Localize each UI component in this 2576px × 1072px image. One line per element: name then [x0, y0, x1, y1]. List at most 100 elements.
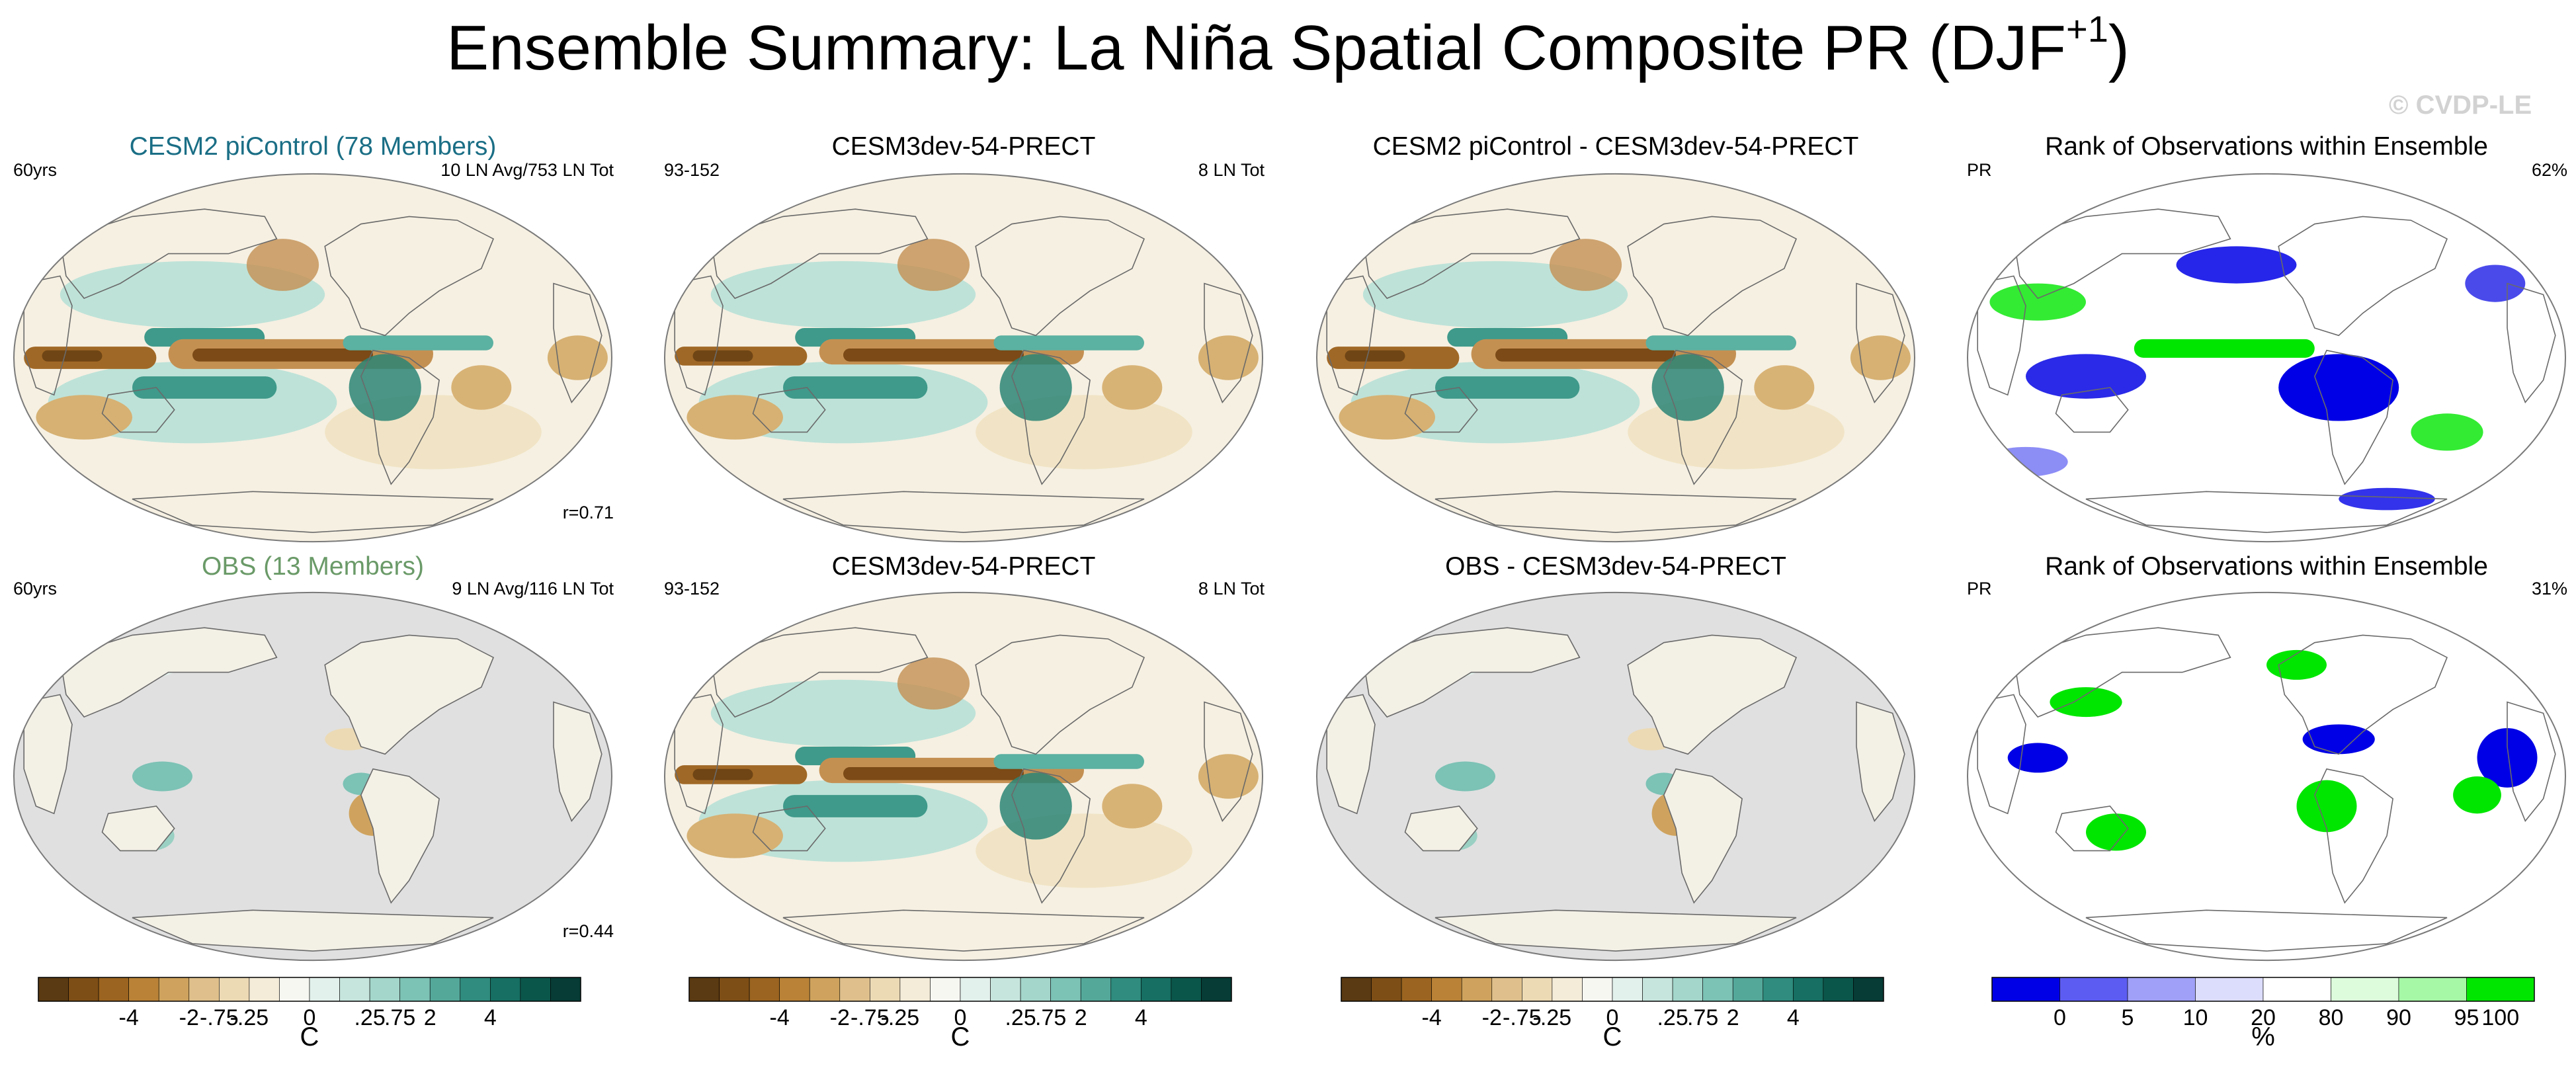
dry-core-west [692, 768, 753, 780]
coastline [1204, 282, 1253, 403]
colorbar-swatch [279, 977, 310, 1002]
colorbar-tick-label: 90 [2386, 1005, 2411, 1030]
pattern-correlation-label: r=0.71 [562, 503, 614, 522]
coastline [1434, 491, 1797, 533]
colorbar-swatch [68, 977, 99, 1002]
map-border [663, 173, 1264, 542]
colorbar-swatch [1401, 977, 1432, 1002]
coastline [2313, 349, 2393, 485]
panel-title: OBS (13 Members) [202, 552, 424, 581]
colorbar-frame [688, 977, 1232, 1002]
coastline [1663, 768, 1743, 904]
colorbar-swatch [309, 977, 340, 1002]
coastline [2278, 216, 2448, 337]
coastline [1404, 805, 1478, 852]
colorbar-swatch [1793, 977, 1824, 1002]
colorbar-tick-label: 2 [424, 1005, 436, 1030]
map-border [1966, 592, 2567, 961]
coastline [553, 701, 602, 822]
colorbar-swatch [550, 977, 581, 1002]
rank-green-africa [2453, 776, 2501, 814]
map-svg [13, 173, 613, 542]
colorbar-units: C [950, 1022, 970, 1051]
colorbar-swatch [188, 977, 220, 1002]
dry-tongue-core [1495, 348, 1676, 362]
panel-right-label: 8 LN Tot [1198, 160, 1265, 180]
coastline [1204, 701, 1253, 822]
coastline [1326, 694, 1376, 815]
panel-left-label: PR [1967, 160, 1992, 180]
figure-title: Ensemble Summary: La Niña Spatial Compos… [446, 8, 2130, 84]
colorbar-swatch [219, 977, 250, 1002]
coastline [360, 349, 440, 485]
coastline [1977, 275, 2026, 396]
colorbar-tick-label: 0 [304, 1005, 316, 1030]
coastline [674, 694, 724, 815]
coastline [1011, 768, 1091, 904]
map-svg [13, 592, 613, 961]
coastline [2085, 491, 2448, 533]
map-panel [12, 172, 614, 544]
colorbar-tick-label: 2 [1075, 1005, 1087, 1030]
colorbar-swatch [1431, 977, 1462, 1002]
coastline [1011, 349, 1091, 485]
colorbar-swatch [2127, 977, 2196, 1002]
coastline [101, 387, 175, 433]
colorbar-swatch [1582, 977, 1613, 1002]
colorbar-swatch [930, 977, 961, 1002]
colorbar-tick-label: 2 [1727, 1005, 1739, 1030]
panel-title: CESM2 piControl (78 Members) [129, 132, 497, 161]
colorbar-tick-label: -2 [830, 1005, 850, 1030]
dry-core-west [692, 350, 753, 362]
colorbar-tick-label: -.75 [1503, 1005, 1542, 1030]
wet-anomaly-amazon [999, 354, 1072, 421]
colorbar-swatch [2466, 977, 2535, 1002]
map-panel [663, 172, 1265, 544]
rank-blue-west [2026, 354, 2146, 399]
panel-left-label: 60yrs [13, 160, 58, 180]
colorbar-swatch [779, 977, 810, 1002]
colorbar-tick-label: -.75 [851, 1005, 890, 1030]
colorbar-swatch [1080, 977, 1112, 1002]
colorbar-tick-label: .25 [1005, 1005, 1036, 1030]
coastline [782, 909, 1145, 952]
colorbar-tick-label: -.75 [200, 1005, 239, 1030]
rank-green-band [2134, 339, 2315, 358]
dry-anomaly-atlantic [1102, 784, 1163, 829]
colorbar-swatch [2331, 977, 2399, 1002]
coastline [975, 216, 1145, 337]
colorbar-swatch [1371, 977, 1402, 1002]
colorbar-swatch [1110, 977, 1142, 1002]
map-border [1966, 173, 2567, 542]
panel-left-label: PR [1967, 579, 1992, 598]
colorbar-swatch [1732, 977, 1764, 1002]
colorbar-swatch [1702, 977, 1733, 1002]
colorbar-swatch [249, 977, 280, 1002]
colorbar-swatch [1853, 977, 1884, 1002]
dry-tongue-core [843, 766, 1024, 780]
rank-blue-northeast [2465, 265, 2526, 302]
colorbar-swatch [839, 977, 870, 1002]
coastline [553, 282, 602, 403]
colorbar-swatch [429, 977, 461, 1002]
colorbar-tick-label: -4 [770, 1005, 790, 1030]
colorbar-swatch [1020, 977, 1051, 1002]
coastline [2313, 768, 2393, 904]
rank-background [1967, 592, 2566, 961]
colorbar-swatch [369, 977, 400, 1002]
colorbar-frame [1991, 977, 2535, 1002]
colorbar: -4 -2 -.75 -.25 0 .25.75 2 4 [38, 977, 581, 1044]
colorbar-frame [1341, 977, 1884, 1002]
dry-core-west [42, 350, 103, 362]
dry-anomaly-pacific-north [897, 657, 970, 710]
colorbar-swatch [990, 977, 1021, 1002]
colorbar-swatch [719, 977, 750, 1002]
colorbar-swatch [1461, 977, 1493, 1002]
coastline [1434, 909, 1797, 952]
map-svg [1966, 592, 2567, 961]
coastline [2055, 387, 2129, 433]
wet-band-east [1645, 335, 1796, 350]
dry-anomaly-atlantic [1102, 365, 1163, 410]
coastline [2507, 282, 2556, 403]
colorbar-swatch [899, 977, 931, 1002]
